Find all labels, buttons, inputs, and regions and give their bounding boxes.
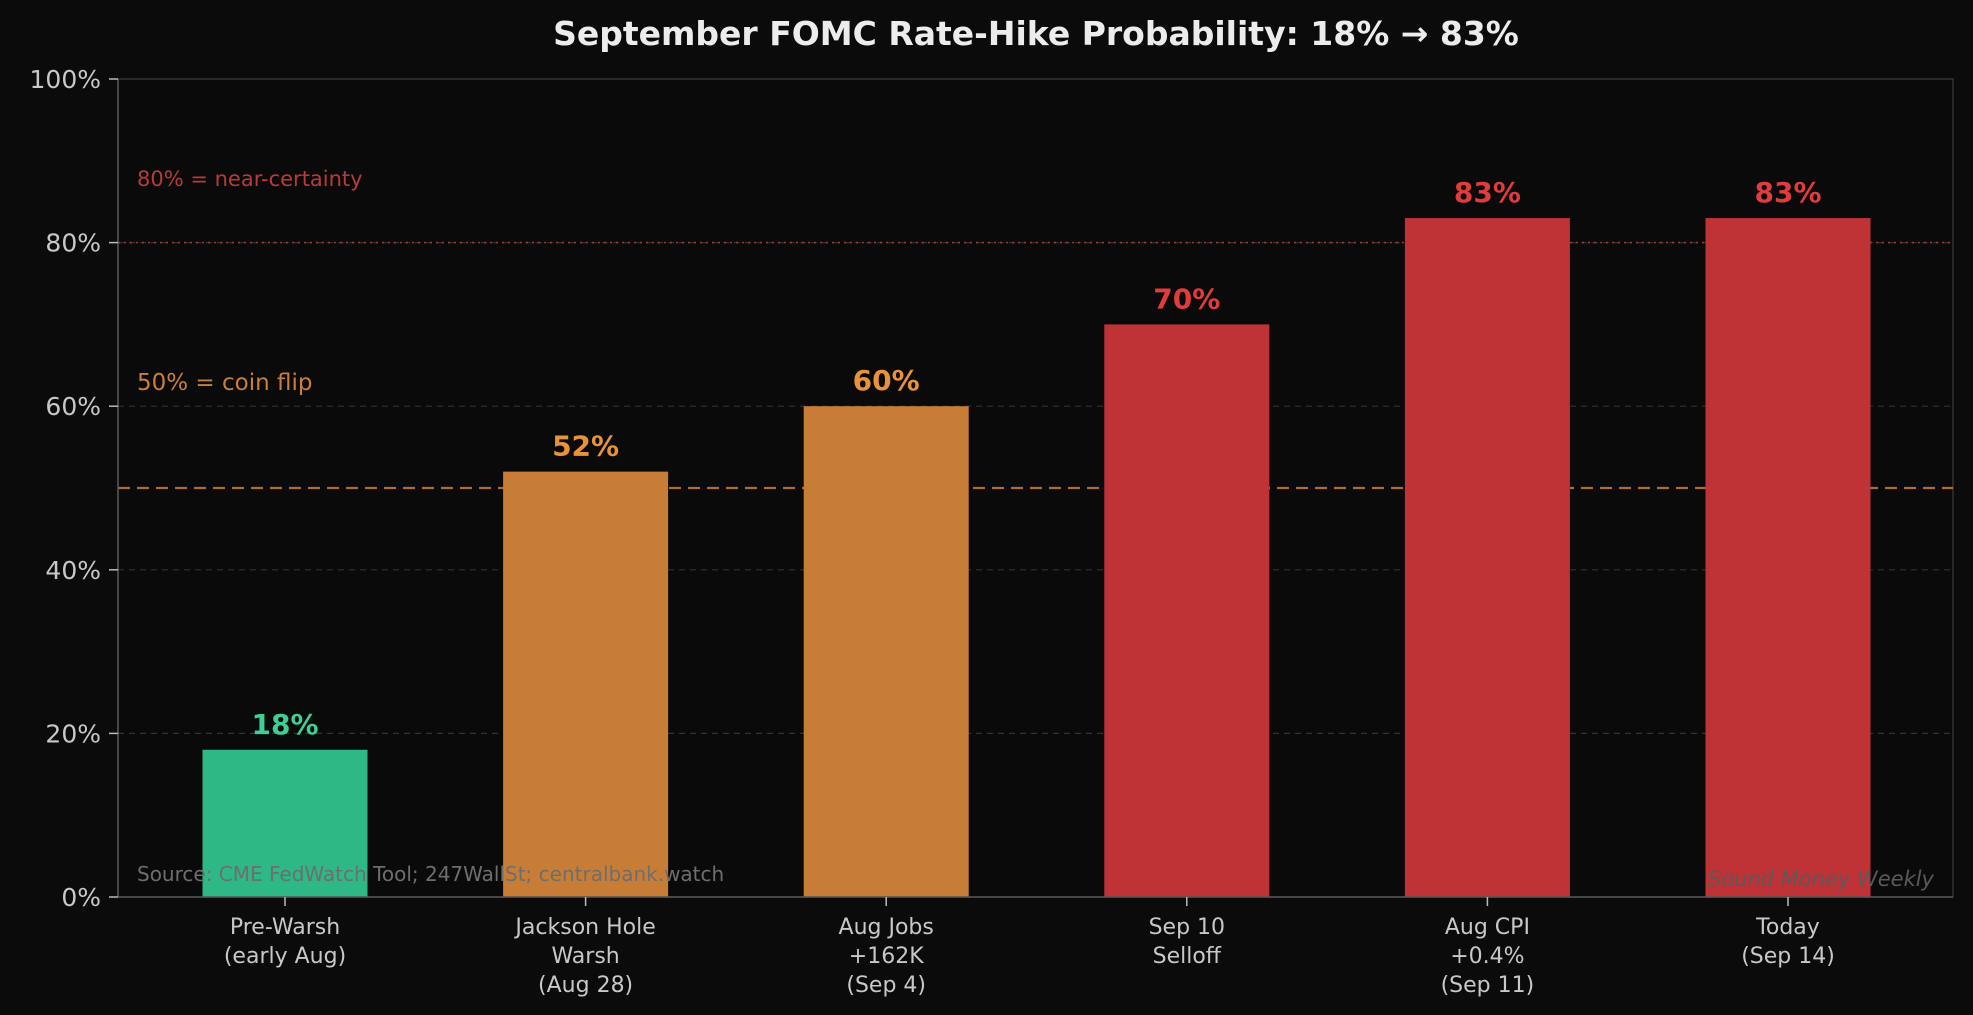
chart-title: September FOMC Rate-Hike Probability: 18… [553,14,1519,53]
value-labels: 18% 52% 60% 70% 83% 83% [251,176,1821,741]
y-tick-label: 80% [45,229,101,258]
reference-line-label: 50% = coin flip [137,370,313,396]
y-axis: 0% 20% 40% 60% 80% 100% [30,65,119,912]
bar-value-label: 52% [552,430,619,463]
bar [1404,218,1570,897]
x-tick-label-line: Today [1755,915,1820,940]
bars [202,218,1871,897]
x-tick-label-line: Pre-Warsh [230,915,340,940]
y-tick-label: 20% [45,719,101,748]
x-tick-label: Jackson Hole Warsh (Aug 28) [513,915,655,998]
x-tick-label-line: Jackson Hole [513,915,655,940]
bar-value-label: 18% [251,708,318,741]
x-tick-label-line: Sep 10 [1149,915,1225,940]
y-tick-label: 100% [30,65,101,94]
x-tick-label: Aug Jobs +162K (Sep 4) [839,915,934,998]
bar [1104,324,1270,897]
reference-line-label: 80% = near-certainty [137,167,363,191]
y-tick-label: 0% [61,883,101,912]
x-tick-label-line: (early Aug) [224,944,346,969]
reference-lines: 80% = near-certainty 50% = coin flip [118,167,1953,490]
x-tick-label-line: (Sep 4) [846,973,926,998]
x-tick-label-line: Warsh [551,944,619,969]
x-tick-label-line: +162K [849,944,924,969]
bar [503,471,669,897]
y-tick-label: 40% [45,556,101,585]
x-tick-label-line: Aug CPI [1445,915,1530,940]
x-tick-label: Sep 10 Selloff [1149,915,1225,969]
gridlines [118,242,1953,735]
bar [1705,218,1871,897]
bar-value-label: 70% [1153,282,1220,315]
x-tick-label-line: Aug Jobs [839,915,934,940]
bar [803,406,969,897]
x-axis: Pre-Warsh (early Aug) Jackson Hole Warsh (Au… [118,896,1953,998]
watermark: Sound Money Weekly [1708,867,1935,891]
bar-value-label: 60% [853,364,920,397]
bar [202,749,368,897]
bar-value-label: 83% [1754,176,1821,209]
source-note: Source: CME FedWatch Tool; 247WallSt; ce… [137,862,724,886]
x-tick-label-line: (Sep 14) [1741,944,1835,969]
x-tick-label: Aug CPI +0.4% (Sep 11) [1441,915,1535,998]
bar-value-label: 83% [1454,176,1521,209]
x-tick-label-line: (Aug 28) [538,973,633,998]
x-tick-label-line: Selloff [1153,944,1222,969]
y-tick-label: 60% [45,392,101,421]
x-tick-label: Pre-Warsh (early Aug) [224,915,346,969]
x-tick-label-line: +0.4% [1450,944,1524,969]
x-tick-label-line: (Sep 11) [1441,973,1535,998]
x-tick-label: Today (Sep 14) [1741,915,1835,969]
